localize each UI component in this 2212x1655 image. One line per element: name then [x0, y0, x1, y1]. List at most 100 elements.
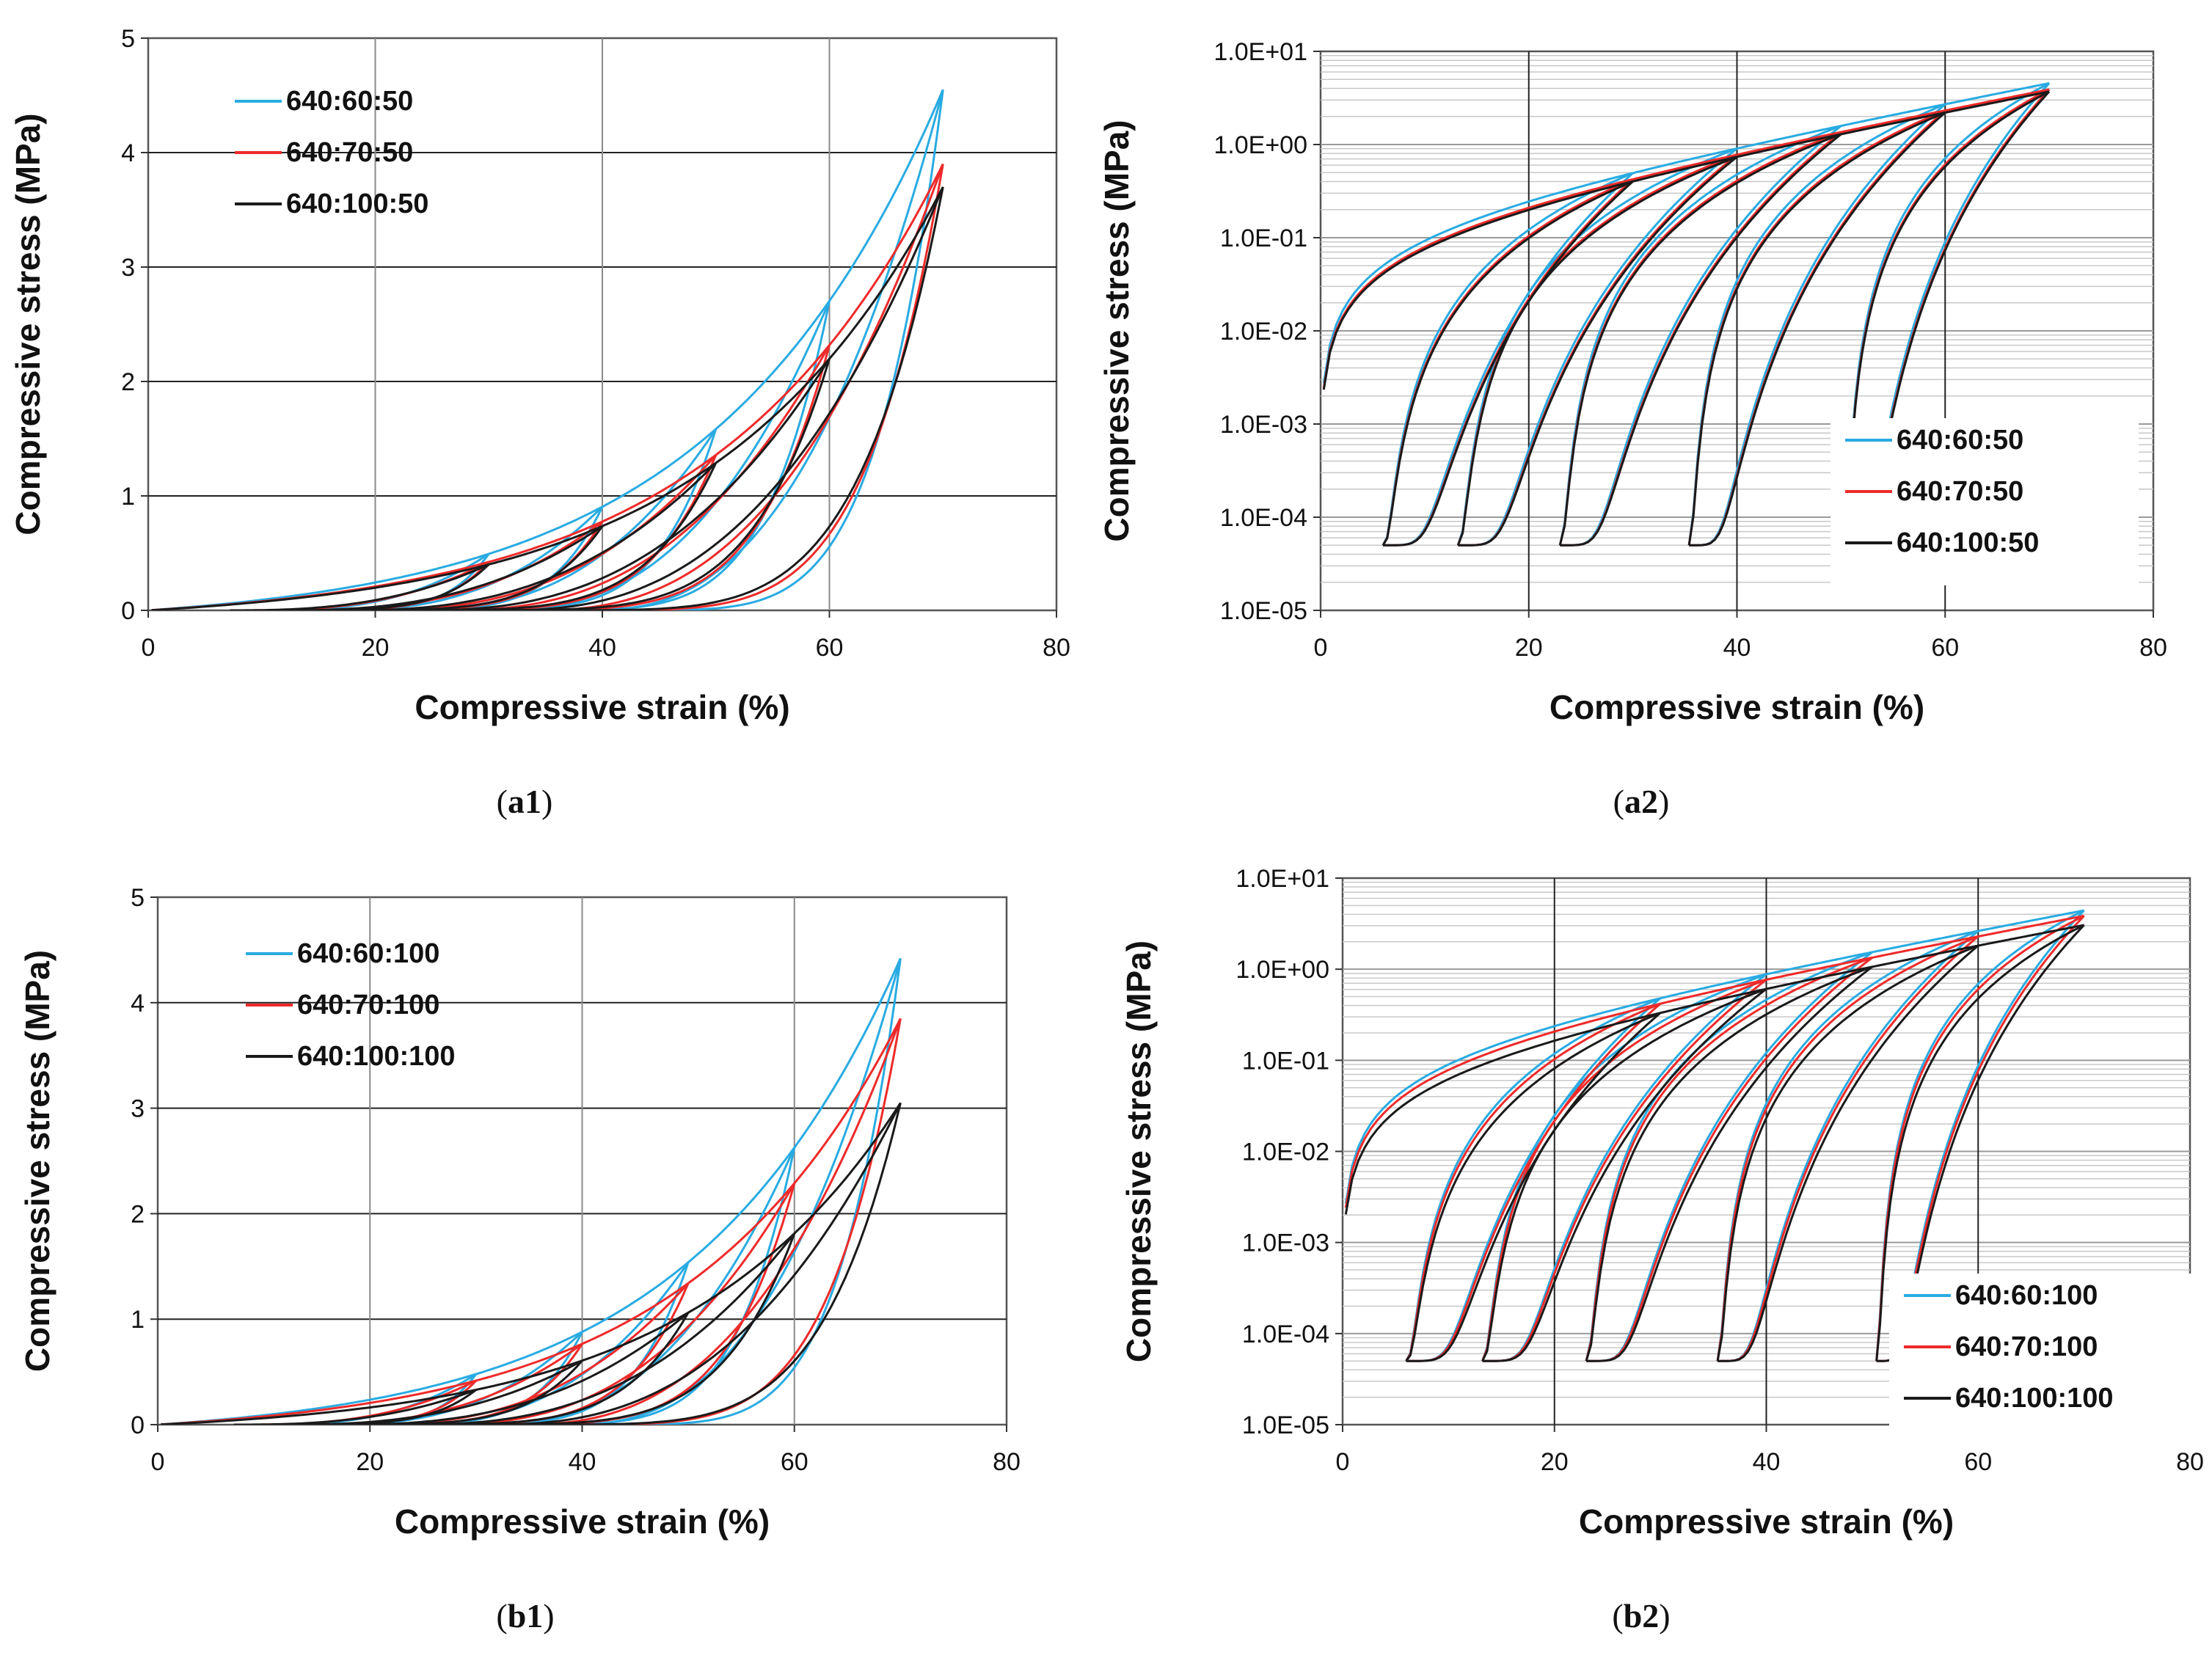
unload-curve: [497, 186, 944, 610]
envelope-segment: [1660, 973, 1767, 1000]
reload-curve: [1585, 951, 1873, 1362]
envelope-segment: [1632, 156, 1737, 183]
panel-caption: (a2): [1613, 783, 1670, 820]
panel-a1: 0 1 2 3 4 5 0 20 40 60 80 Compressive strain (%) Com…: [9, 25, 1070, 820]
unload-curve: [1718, 935, 1979, 1362]
unload-curve: [1560, 133, 1842, 547]
reload-curve: [280, 1359, 583, 1425]
reload-curve: [1687, 112, 1946, 546]
reload-curve: [1844, 90, 2050, 546]
legend-label: 640:60:50: [1897, 425, 2023, 456]
reload-curve: [497, 186, 944, 610]
envelope-segment: [715, 344, 831, 456]
reload-curve: [1687, 103, 1946, 546]
envelope-segment: [687, 1232, 795, 1314]
y-tick-label: 1.0E+01: [1235, 865, 1329, 893]
reload-curve: [337, 1312, 690, 1425]
y-tick-label: 2: [121, 368, 135, 396]
x-tick-label: 80: [2176, 1448, 2204, 1476]
envelope-segment: [1632, 147, 1737, 175]
x-tick-label: 0: [142, 634, 156, 662]
reload-curve: [1405, 997, 1661, 1362]
x-axis-title: Compressive strain (%): [395, 1502, 770, 1541]
envelope-segment: [1872, 944, 1979, 968]
envelope-segment: [1737, 125, 1841, 150]
legend-label: 640:70:100: [297, 990, 439, 1020]
y-tick-label: 1.0E-05: [1220, 597, 1307, 625]
envelope-segment: [1872, 935, 1979, 959]
y-tick-label: 1.0E-01: [1220, 224, 1307, 252]
envelope-segment: [1660, 979, 1767, 1005]
envelope-segment: [1766, 951, 1873, 976]
y-tick-label: 4: [131, 990, 145, 1018]
unload-curve: [1689, 112, 1946, 547]
envelope-segment: [793, 957, 902, 1149]
reload-curve: [514, 1018, 902, 1425]
y-axis-title: Compressive stress (MPa): [1120, 940, 1158, 1362]
x-tick-label: 0: [1314, 634, 1328, 662]
envelope-segment: [488, 505, 603, 555]
reload-curve: [1875, 909, 2085, 1362]
y-tick-label: 1.0E-04: [1242, 1320, 1329, 1348]
x-tick-label: 40: [569, 1448, 596, 1476]
y-tick-label: 0: [131, 1411, 145, 1439]
y-tick-label: 1.0E-05: [1242, 1411, 1329, 1439]
x-axis-title: Compressive strain (%): [1579, 1502, 1954, 1541]
legend-label: 640:100:100: [297, 1041, 456, 1072]
unload-curve: [1689, 103, 1946, 547]
legend: 640:60:100 640:70:100 640:100:100: [1889, 1274, 2197, 1441]
envelope-segment: [582, 1311, 689, 1362]
envelope-segment: [715, 358, 831, 464]
envelope-segment: [1632, 153, 1737, 180]
envelope-segment: [602, 453, 717, 523]
reload-curve: [280, 525, 603, 610]
envelope-segment: [1344, 1002, 1661, 1208]
curves: [1344, 909, 2085, 1362]
envelope-segment: [1344, 1012, 1661, 1215]
reload-curve: [1405, 1012, 1661, 1362]
reload-curve: [341, 461, 717, 610]
legend-label: 640:70:50: [286, 137, 413, 168]
y-axis-title: Compressive stress (MPa): [9, 113, 47, 535]
y-tick-label: 1: [121, 483, 135, 511]
x-tick-label: 20: [362, 634, 390, 662]
unload-curve: [1482, 979, 1767, 1362]
x-tick-label: 0: [1336, 1448, 1350, 1476]
panel-caption: (a1): [497, 783, 553, 820]
envelope-segment: [1322, 180, 1633, 390]
panel-b1: 0 1 2 3 4 5 0 20 40 60 80 Compressive strain (%) Com…: [18, 884, 1021, 1634]
legend-box: [1889, 1274, 2197, 1441]
envelope-segment: [1660, 987, 1767, 1015]
x-tick-label: 20: [356, 1448, 384, 1476]
y-tick-label: 1.0E-04: [1220, 504, 1307, 532]
envelope-segment: [1841, 112, 1946, 136]
y-tick-label: 0: [121, 597, 135, 625]
y-tick-label: 1.0E-02: [1220, 318, 1307, 346]
reload-curve: [1716, 929, 1979, 1362]
reload-curve: [234, 1389, 477, 1425]
x-tick-label: 80: [2139, 634, 2167, 662]
reload-curve: [484, 1102, 902, 1425]
unload-curve: [441, 345, 831, 610]
unload-curve: [337, 1312, 690, 1425]
x-tick-label: 40: [1753, 1448, 1781, 1476]
legend-label: 640:100:50: [1897, 527, 2039, 558]
envelope-segment: [828, 163, 944, 346]
x-tick-label: 80: [1043, 634, 1070, 662]
x-tick-label: 80: [993, 1448, 1021, 1476]
envelope-segment: [488, 525, 603, 566]
series-640:100:50: [151, 186, 944, 610]
y-tick-label: 1.0E-03: [1242, 1230, 1329, 1257]
envelope-segment: [602, 461, 717, 527]
envelope-segment: [1977, 909, 2084, 932]
envelope-segment: [1841, 109, 1946, 134]
panel-caption: (b2): [1612, 1597, 1670, 1634]
y-axis-title: Compressive stress (MPa): [1098, 120, 1136, 541]
envelope-segment: [581, 1282, 689, 1345]
x-tick-label: 40: [1723, 634, 1751, 662]
x-tick-label: 20: [1515, 634, 1543, 662]
y-tick-label: 3: [131, 1095, 145, 1123]
y-tick-label: 1.0E+00: [1213, 131, 1307, 159]
y-tick-label: 1.0E-03: [1220, 411, 1307, 439]
y-tick-label: 5: [121, 25, 135, 53]
